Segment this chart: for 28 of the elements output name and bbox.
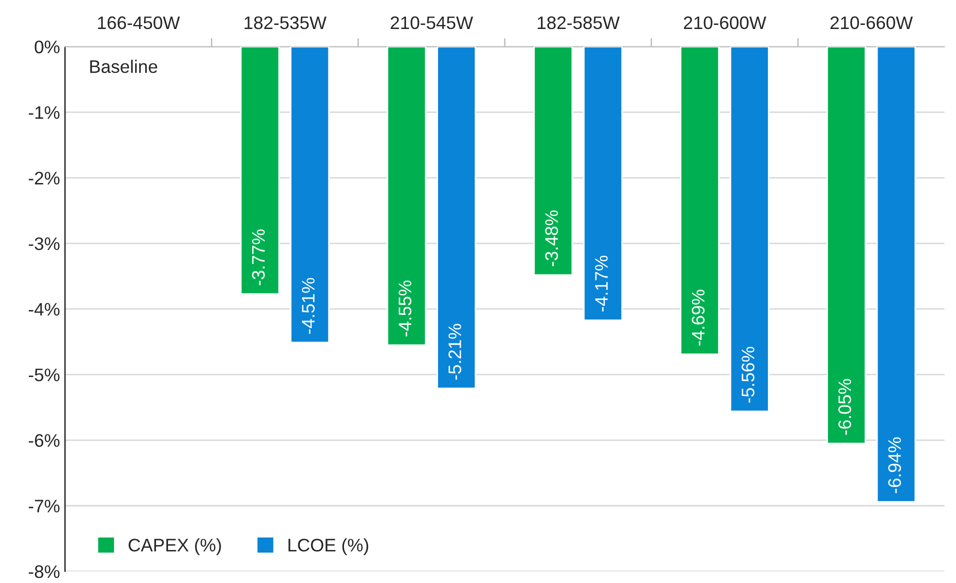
y-tick-label: -7% — [28, 500, 60, 512]
data-label: -4.69% — [692, 290, 705, 346]
data-label: -4.17% — [595, 256, 608, 312]
x-tick-label: 210-660W — [830, 16, 913, 30]
data-label: -4.55% — [398, 280, 412, 336]
x-tick-label: 182-535W — [244, 16, 326, 30]
data-label: -5.56% — [742, 346, 754, 403]
x-tick-label: 210-600W — [684, 16, 766, 30]
data-label: -6.94% — [888, 437, 901, 494]
x-tick-label: 166-450W — [98, 16, 180, 30]
x-tick-label: 210-545W — [390, 16, 474, 30]
y-tick-label: -1% — [28, 106, 60, 119]
data-label: -5.21% — [448, 324, 462, 380]
y-tick-label: -3% — [28, 237, 60, 250]
data-label: -6.05% — [838, 379, 852, 435]
legend-label: CAPEX (%) — [128, 538, 221, 556]
y-tick-label: -4% — [28, 303, 60, 316]
y-tick-label: -5% — [28, 368, 60, 382]
y-tick-label: 0% — [34, 40, 60, 54]
y-tick-label: -6% — [28, 434, 60, 447]
legend-label: LCOE (%) — [288, 538, 368, 556]
x-tick-label: 182-585W — [538, 16, 620, 30]
data-label: -3.48% — [545, 210, 558, 266]
y-tick-label: -2% — [28, 172, 60, 184]
y-tick-label: -8% — [28, 565, 60, 578]
data-label: -3.77% — [252, 229, 265, 286]
annotation: Baseline — [90, 60, 158, 74]
data-label: -4.51% — [302, 278, 315, 334]
